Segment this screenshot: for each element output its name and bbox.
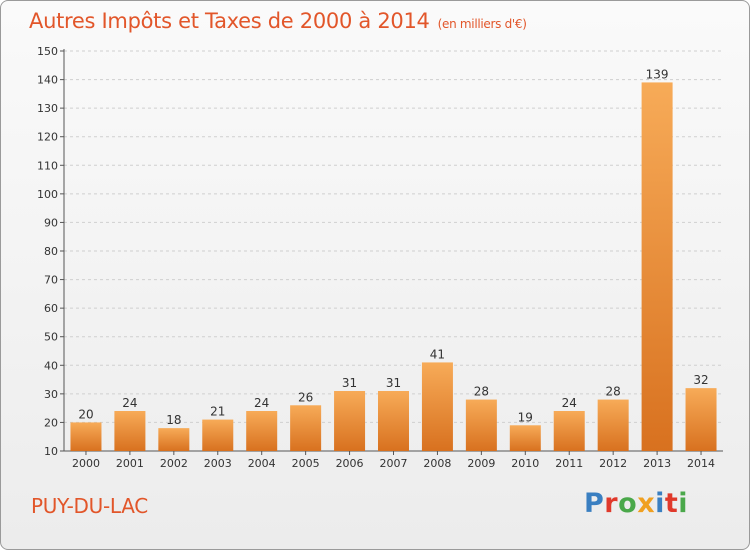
- bar-value-label: 139: [646, 67, 669, 81]
- bar: [465, 399, 497, 451]
- bar-value-label: 24: [562, 396, 577, 410]
- x-tick-label: 2006: [336, 457, 364, 470]
- y-tick-label: 60: [44, 302, 58, 315]
- bars: [70, 82, 717, 451]
- y-tick-label: 70: [44, 274, 58, 287]
- bar: [597, 399, 629, 451]
- x-tick-label: 2000: [72, 457, 100, 470]
- proxiti-logo: Proxiti: [584, 488, 688, 519]
- x-tick-label: 2013: [643, 457, 671, 470]
- y-tick-label: 10: [44, 445, 58, 458]
- y-tick-label: 20: [44, 416, 58, 429]
- y-tick-label: 150: [37, 45, 58, 58]
- logo-letter: r: [604, 488, 619, 519]
- bar: [421, 362, 453, 451]
- y-tick-label: 130: [37, 102, 58, 115]
- grid-lines: [64, 50, 723, 423]
- y-tick-label: 50: [44, 331, 58, 344]
- bar: [158, 428, 190, 451]
- bar-value-label: 18: [166, 413, 181, 427]
- y-tick-label: 90: [44, 216, 58, 229]
- y-tick-label: 140: [37, 74, 58, 87]
- bar-value-label: 31: [342, 376, 357, 390]
- bar-value-label: 24: [122, 396, 137, 410]
- bar-value-label: 20: [78, 407, 93, 421]
- x-tick-label: 2002: [160, 457, 188, 470]
- logo-letter: i: [655, 488, 665, 519]
- y-tick-label: 100: [37, 188, 58, 201]
- y-tick-label: 120: [37, 131, 58, 144]
- bar-value-label: 28: [474, 385, 489, 399]
- commune-name: PUY-DU-LAC: [31, 494, 148, 518]
- bar-value-label: 32: [693, 373, 708, 387]
- logo-letter: P: [584, 488, 605, 519]
- bar-value-label: 28: [606, 385, 621, 399]
- bar: [553, 411, 585, 451]
- x-tick-label: 2008: [423, 457, 451, 470]
- y-tick-label: 30: [44, 388, 58, 401]
- x-tick-label: 2009: [467, 457, 495, 470]
- x-tick-label: 2003: [204, 457, 232, 470]
- bar-value-label: 21: [210, 405, 225, 419]
- x-tick-label: 2014: [687, 457, 715, 470]
- x-tick-label: 2005: [292, 457, 320, 470]
- logo-letter: o: [618, 488, 638, 519]
- x-tick-label: 2011: [555, 457, 583, 470]
- labels: 10 20 30 40 50 60 70 80 90 100 110 120 130 140 150 20 20…: [37, 45, 715, 470]
- bar: [509, 425, 541, 451]
- y-tick-label: 110: [37, 159, 58, 172]
- x-tick-label: 2001: [116, 457, 144, 470]
- bar: [685, 388, 717, 451]
- chart-subtitle: (en milliers d'€): [437, 17, 527, 31]
- bar: [70, 422, 102, 451]
- x-tick-label: 2004: [248, 457, 276, 470]
- bar: [378, 391, 409, 451]
- bar-value-label: 41: [430, 347, 445, 361]
- bar: [290, 405, 322, 451]
- x-tick-label: 2012: [599, 457, 627, 470]
- bar: [641, 82, 673, 451]
- bar: [334, 391, 366, 451]
- y-tick-label: 80: [44, 245, 58, 258]
- bar: [202, 419, 234, 451]
- bar: [114, 411, 146, 451]
- logo-letter: i: [678, 488, 689, 519]
- bar-value-label: 19: [518, 410, 533, 424]
- bar: [246, 411, 278, 451]
- logo-letter: x: [637, 488, 656, 519]
- y-tick-label: 40: [44, 359, 58, 372]
- bar-value-label: 26: [298, 390, 313, 404]
- chart-title: Autres Impôts et Taxes de 2000 à 2014 (en…: [29, 9, 527, 33]
- x-tick-label: 2010: [511, 457, 539, 470]
- bar-value-label: 24: [254, 396, 269, 410]
- logo-letter: t: [664, 488, 679, 519]
- bar-value-label: 31: [386, 376, 401, 390]
- x-tick-label: 2007: [380, 457, 408, 470]
- chart-title-text: Autres Impôts et Taxes de 2000 à 2014: [29, 9, 430, 33]
